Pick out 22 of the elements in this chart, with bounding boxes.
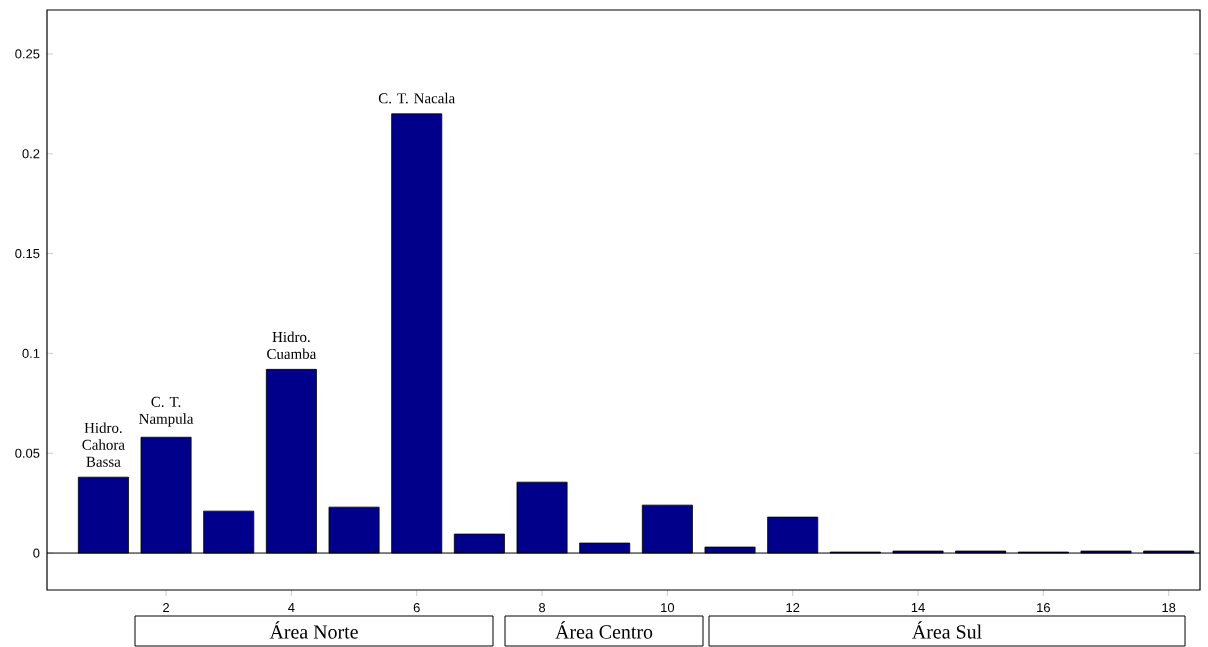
x-tick-label: 6 [413,603,420,613]
y-tick-label: 0.15 [15,249,40,259]
text: Área Sul [912,621,982,639]
x-tick-label: 2 [163,603,169,613]
x-tick-label: 12 [786,603,800,613]
y-tick-label: 0.25 [15,49,40,59]
y-tick-label: 0.05 [15,448,40,458]
x-tick-label: 18 [1162,603,1176,613]
annotation: C. T. Nacala [378,92,455,104]
y-tick-label: 0.1 [22,348,40,358]
annotation: C. T. Nampula [139,396,194,427]
text: Área Norte [269,621,358,639]
annotation: Hidro. Cahora Bassa [82,422,125,467]
x-tick-label: 16 [1037,603,1050,613]
x-tick-label: 10 [661,603,675,613]
annotation: Hidro. Cuamba [267,331,317,359]
x-tick-label: 8 [539,603,546,613]
y-tick-label: 0.2 [22,149,40,159]
x-tick-label: 4 [288,603,295,612]
x-tick-label: 14 [911,603,925,612]
text: Área Centro [555,621,653,639]
y-tick-label: 0 [33,548,40,558]
